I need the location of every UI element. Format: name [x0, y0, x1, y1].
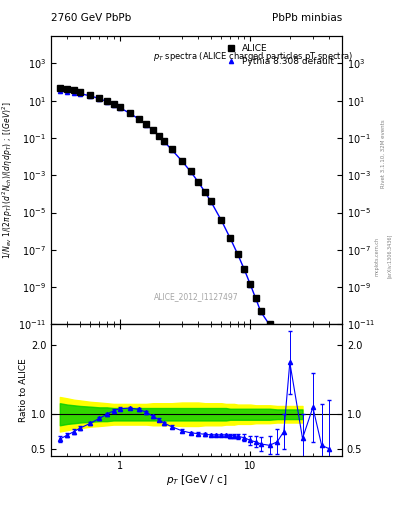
- Pythia 8.308 default: [242, 267, 247, 273]
- ALICE: [219, 217, 224, 223]
- Pythia 8.308 default: [162, 139, 167, 145]
- ALICE: [310, 390, 315, 396]
- Text: mcplots.cern.ch: mcplots.cern.ch: [375, 237, 380, 275]
- ALICE: [88, 92, 93, 98]
- ALICE: [162, 138, 167, 144]
- ALICE: [209, 198, 213, 204]
- ALICE: [105, 98, 109, 104]
- Pythia 8.308 default: [151, 127, 155, 133]
- ALICE: [72, 87, 77, 93]
- Pythia 8.308 default: [72, 90, 77, 96]
- ALICE: [275, 331, 279, 337]
- Y-axis label: $1 / N_{ev}\ 1 / (2\pi\, p_T)\, (d^2N_{ch}) / (d\eta\, dp_T)\ ;\ [(GeV)^2]$: $1 / N_{ev}\ 1 / (2\pi\, p_T)\, (d^2N_{c…: [1, 101, 15, 259]
- Pythia 8.308 default: [287, 348, 292, 354]
- Pythia 8.308 default: [228, 235, 233, 241]
- Pythia 8.308 default: [188, 168, 193, 175]
- Pythia 8.308 default: [310, 391, 315, 397]
- Text: $p_T$ spectra (ALICE charged particles pT spectra): $p_T$ spectra (ALICE charged particles p…: [153, 50, 353, 63]
- Pythia 8.308 default: [209, 199, 213, 205]
- Pythia 8.308 default: [65, 89, 70, 95]
- ALICE: [300, 372, 305, 378]
- Pythia 8.308 default: [144, 121, 149, 127]
- ALICE: [97, 95, 102, 101]
- Pythia 8.308 default: [248, 282, 253, 288]
- ALICE: [111, 101, 116, 107]
- ALICE: [281, 340, 286, 346]
- Text: [arXiv:1306.3436]: [arXiv:1306.3436]: [387, 234, 391, 278]
- Pythia 8.308 default: [156, 133, 161, 139]
- ALICE: [228, 234, 233, 241]
- Pythia 8.308 default: [128, 110, 132, 116]
- Pythia 8.308 default: [97, 96, 102, 102]
- Text: ALICE_2012_I1127497: ALICE_2012_I1127497: [154, 292, 239, 302]
- ALICE: [203, 189, 208, 195]
- Pythia 8.308 default: [136, 116, 141, 122]
- Line: Pythia 8.308 default: Pythia 8.308 default: [58, 89, 331, 420]
- ALICE: [151, 127, 155, 133]
- Pythia 8.308 default: [88, 93, 93, 99]
- ALICE: [319, 403, 324, 410]
- Pythia 8.308 default: [253, 295, 258, 302]
- Pythia 8.308 default: [319, 404, 324, 410]
- ALICE: [196, 179, 201, 185]
- Pythia 8.308 default: [78, 91, 83, 97]
- Pythia 8.308 default: [300, 372, 305, 378]
- ALICE: [259, 308, 263, 314]
- ALICE: [287, 348, 292, 354]
- ALICE: [248, 282, 253, 288]
- Y-axis label: Ratio to ALICE: Ratio to ALICE: [19, 358, 28, 422]
- Pythia 8.308 default: [111, 101, 116, 108]
- Legend: ALICE, Pythia 8.308 default: ALICE, Pythia 8.308 default: [221, 40, 338, 70]
- Pythia 8.308 default: [327, 415, 332, 421]
- ALICE: [156, 133, 161, 139]
- Pythia 8.308 default: [275, 331, 279, 337]
- ALICE: [253, 295, 258, 302]
- ALICE: [78, 89, 83, 95]
- ALICE: [65, 86, 70, 92]
- Pythia 8.308 default: [235, 251, 240, 258]
- ALICE: [327, 415, 332, 421]
- ALICE: [267, 322, 272, 328]
- ALICE: [188, 168, 193, 175]
- Pythia 8.308 default: [267, 322, 272, 328]
- Line: ALICE: ALICE: [57, 85, 332, 420]
- ALICE: [242, 266, 247, 272]
- ALICE: [144, 121, 149, 127]
- Pythia 8.308 default: [259, 309, 263, 315]
- Pythia 8.308 default: [117, 104, 122, 111]
- Text: 2760 GeV PbPb: 2760 GeV PbPb: [51, 13, 131, 23]
- Pythia 8.308 default: [281, 340, 286, 347]
- ALICE: [235, 251, 240, 257]
- ALICE: [128, 110, 132, 116]
- X-axis label: $p_T$ [GeV / c]: $p_T$ [GeV / c]: [166, 473, 227, 487]
- ALICE: [180, 158, 184, 164]
- Pythia 8.308 default: [105, 98, 109, 104]
- ALICE: [117, 104, 122, 110]
- Pythia 8.308 default: [219, 218, 224, 224]
- Pythia 8.308 default: [57, 88, 62, 94]
- ALICE: [136, 116, 141, 122]
- Text: PbPb minbias: PbPb minbias: [272, 13, 342, 23]
- Text: Rivet 3.1.10, 32M events: Rivet 3.1.10, 32M events: [381, 119, 386, 188]
- ALICE: [169, 146, 174, 152]
- Pythia 8.308 default: [196, 179, 201, 185]
- Pythia 8.308 default: [180, 158, 184, 164]
- ALICE: [57, 84, 62, 91]
- Pythia 8.308 default: [169, 146, 174, 153]
- Pythia 8.308 default: [203, 189, 208, 195]
